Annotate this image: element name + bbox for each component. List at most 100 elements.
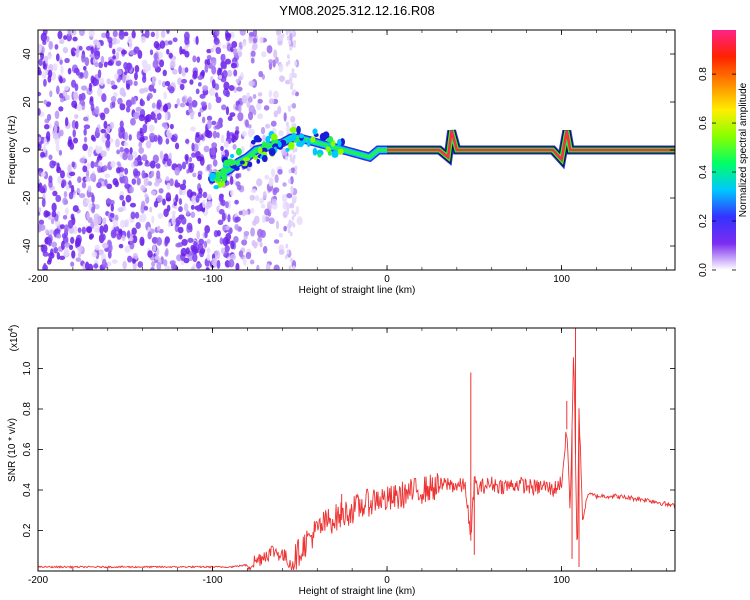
noise-speckle	[294, 170, 298, 176]
noise-speckle	[130, 96, 135, 105]
noise-speckle	[93, 161, 99, 168]
noise-speckle	[78, 193, 86, 199]
noise-speckle	[290, 185, 294, 191]
noise-speckle	[192, 253, 198, 263]
noise-speckle	[42, 60, 46, 70]
noise-speckle	[166, 204, 171, 212]
ridge-blob	[306, 139, 311, 148]
noise-speckle	[48, 154, 53, 161]
noise-speckle	[81, 181, 87, 189]
noise-speckle	[261, 214, 266, 224]
noise-speckle	[67, 67, 72, 75]
noise-speckle	[106, 78, 111, 85]
noise-speckle	[285, 155, 288, 161]
noise-speckle	[110, 203, 114, 212]
noise-speckle	[64, 117, 69, 127]
noise-speckle	[294, 73, 297, 79]
noise-speckle	[47, 215, 53, 221]
noise-speckle	[282, 193, 288, 203]
noise-speckle	[224, 58, 231, 65]
noise-speckle	[110, 80, 115, 86]
noise-speckle	[208, 87, 216, 96]
noise-speckle	[58, 255, 66, 261]
noise-speckle	[212, 130, 218, 139]
noise-speckle	[271, 198, 277, 206]
noise-speckle	[198, 238, 205, 246]
noise-speckle	[290, 257, 293, 263]
noise-speckle	[44, 229, 50, 235]
noise-speckle	[72, 205, 79, 213]
noise-speckle	[285, 30, 289, 36]
noise-speckle	[121, 49, 127, 55]
noise-speckle	[253, 241, 258, 249]
noise-speckle	[152, 59, 159, 69]
noise-speckle	[65, 207, 69, 216]
noise-speckle	[71, 51, 76, 57]
noise-speckle	[171, 210, 176, 216]
noise-speckle	[145, 140, 152, 149]
ridge-blob	[249, 153, 256, 158]
noise-speckle	[206, 239, 211, 245]
noise-speckle	[64, 224, 69, 233]
noise-speckle	[56, 166, 62, 174]
noise-speckle	[257, 113, 263, 120]
noise-speckle	[181, 78, 188, 84]
noise-speckle	[174, 142, 180, 150]
noise-speckle	[151, 260, 156, 268]
noise-speckle	[70, 261, 75, 267]
noise-speckle	[247, 111, 254, 121]
noise-speckle	[229, 175, 234, 185]
noise-speckle	[259, 241, 263, 248]
ridge-blob	[270, 133, 278, 141]
noise-speckle	[250, 207, 255, 214]
noise-speckle	[257, 228, 264, 238]
noise-speckle	[86, 211, 90, 220]
ridge-blob	[337, 148, 344, 155]
noise-speckle	[90, 134, 95, 141]
noise-speckle	[112, 30, 118, 38]
noise-speckle	[217, 67, 222, 77]
noise-speckle	[254, 195, 260, 202]
ridge-blob	[286, 137, 293, 143]
noise-speckle	[212, 159, 218, 167]
noise-speckle	[151, 76, 157, 83]
noise-speckle	[125, 194, 132, 203]
noise-speckle	[164, 80, 171, 87]
noise-speckle	[250, 57, 255, 64]
noise-speckle	[284, 254, 288, 260]
noise-speckle	[157, 212, 164, 219]
noise-speckle	[187, 237, 194, 243]
noise-speckle	[75, 48, 80, 58]
noise-speckle	[278, 75, 286, 83]
noise-speckle	[205, 201, 211, 210]
noise-speckle	[222, 44, 227, 49]
noise-speckle	[141, 154, 148, 161]
noise-speckle	[105, 139, 111, 148]
ridge-blob	[239, 160, 245, 165]
noise-speckle	[191, 142, 195, 152]
noise-speckle	[266, 45, 273, 54]
noise-speckle	[228, 259, 235, 268]
noise-speckle	[122, 73, 126, 84]
noise-speckle	[105, 30, 110, 39]
noise-speckle	[241, 239, 248, 246]
noise-speckle	[176, 98, 181, 106]
spectrogram-ridge	[208, 125, 675, 190]
noise-speckle	[124, 167, 129, 175]
noise-speckle	[151, 215, 155, 224]
noise-speckle	[241, 95, 248, 104]
noise-speckle	[286, 193, 293, 199]
noise-speckle	[174, 103, 178, 109]
noise-speckle	[38, 207, 42, 212]
noise-speckle	[162, 104, 169, 113]
noise-speckle	[52, 132, 59, 140]
noise-speckle	[291, 215, 295, 221]
noise-speckle	[157, 135, 163, 145]
noise-speckle	[154, 255, 160, 260]
noise-speckle	[140, 36, 147, 44]
snr-x-tick-label: 0	[384, 575, 390, 586]
ridge-blob	[229, 153, 235, 159]
noise-speckle	[147, 231, 152, 240]
noise-speckle	[147, 181, 153, 186]
